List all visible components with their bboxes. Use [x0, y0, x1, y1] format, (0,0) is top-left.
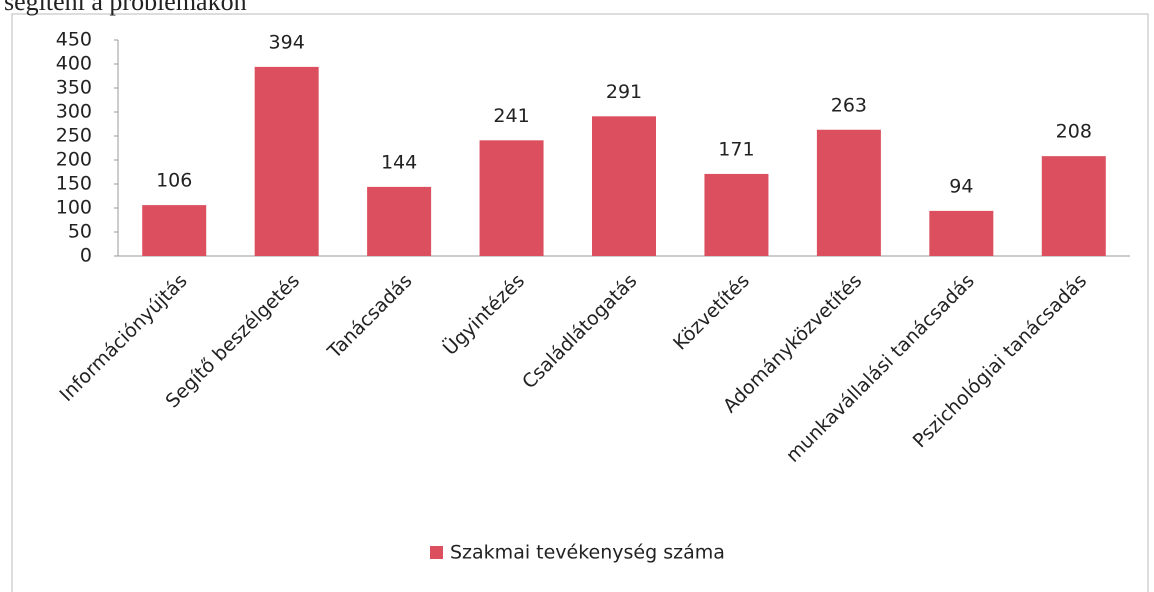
value-label: 106	[156, 170, 192, 192]
header-text: segíteni a problémákon	[4, 0, 247, 16]
bar	[142, 205, 207, 256]
y-tick-label: 250	[56, 125, 92, 147]
y-tick-label: 350	[56, 77, 92, 99]
value-label: 241	[493, 105, 529, 127]
value-label: 94	[949, 175, 973, 197]
value-label: 291	[606, 81, 642, 103]
legend-swatch	[430, 546, 443, 559]
y-tick-label: 400	[56, 53, 92, 75]
y-tick-label: 450	[56, 29, 92, 51]
y-tick-label: 150	[56, 173, 92, 195]
value-label: 394	[269, 31, 305, 53]
x-tick-label: munkavállalási tanácsadás	[782, 270, 979, 467]
y-tick-label: 200	[56, 149, 92, 171]
bar	[1041, 156, 1106, 256]
value-label: 171	[718, 138, 754, 160]
y-tick-label: 300	[56, 101, 92, 123]
x-tick-label: Ügyintézés	[438, 269, 529, 360]
x-tick-label: Tanácsadás	[323, 270, 417, 364]
value-label: 208	[1056, 121, 1092, 143]
x-tick-label: Információnyújtás	[55, 270, 191, 406]
bar	[479, 140, 544, 256]
bar	[929, 210, 994, 256]
y-tick-label: 100	[56, 197, 92, 219]
bar	[254, 66, 319, 256]
x-tick-label: Közvetítés	[669, 270, 754, 355]
bar	[816, 129, 881, 256]
y-tick-label: 0	[80, 245, 92, 267]
value-label: 144	[381, 151, 417, 173]
bar	[592, 116, 656, 256]
bar	[704, 173, 769, 256]
value-label: 263	[831, 94, 867, 116]
y-tick-label: 50	[68, 221, 92, 243]
bar	[367, 186, 432, 256]
legend-label: Szakmai tevékenység száma	[450, 542, 725, 564]
x-tick-label: Családlátogatás	[518, 270, 641, 393]
chart-frame	[11, 13, 1149, 592]
